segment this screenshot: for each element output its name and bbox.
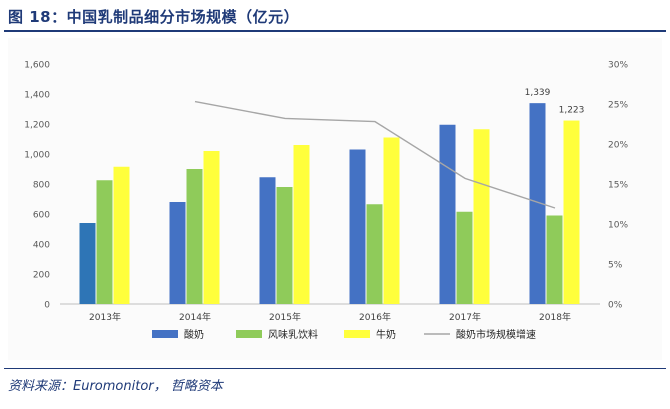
x-tick-label: 2016年 [359,311,391,323]
figure-title: 图 18：中国乳制品细分市场规模（亿元） [8,8,300,26]
data-label: 1,339 [525,88,551,98]
bar-2018年-风味乳饮料 [546,215,563,304]
y-left-tick-label: 1,000 [24,151,50,161]
y-left-tick-label: 200 [33,271,50,281]
bar-2015年-酸奶 [259,177,276,304]
y-left-tick-label: 1,600 [24,61,50,71]
y-left-tick-label: 0 [44,301,50,311]
bar-2015年-风味乳饮料 [276,187,293,304]
bar-2017年-风味乳饮料 [456,211,473,304]
legend-label: 风味乳饮料 [268,328,318,341]
bar-2013年-风味乳饮料 [96,180,113,304]
legend-label: 酸奶市场规模增速 [456,328,536,341]
source-rule [4,368,666,369]
bar-2017年-酸奶 [439,124,456,304]
y-left-tick-label: 800 [33,181,50,191]
bar-2016年-酸奶 [349,149,366,304]
legend-swatch [344,330,370,338]
x-tick-label: 2018年 [539,311,571,323]
data-label: 1,223 [559,106,585,116]
source-note: 资料来源：Euromonitor， 哲略资本 [8,379,223,394]
x-tick-label: 2015年 [269,311,301,323]
y-right-tick-label: 15% [608,181,628,191]
bar-2016年-牛奶 [383,137,400,304]
bar-2015年-牛奶 [293,145,310,304]
legend-swatch [236,330,262,338]
bar-2013年-酸奶 [79,223,96,304]
x-tick-label: 2017年 [449,311,481,323]
y-left-tick-label: 1,200 [24,121,50,131]
bar-2014年-酸奶 [169,202,186,304]
y-right-tick-label: 0% [608,301,623,311]
y-left-tick-label: 1,400 [24,91,50,101]
bar-2018年-牛奶 [563,120,580,304]
title-rule [4,30,666,32]
y-right-tick-label: 30% [608,61,628,71]
bar-2018年-酸奶 [529,103,546,305]
bar-2014年-牛奶 [203,151,220,304]
bar-2014年-风味乳饮料 [186,169,203,304]
bar-2016年-风味乳饮料 [366,204,383,304]
bar-2013年-牛奶 [113,166,130,304]
y-right-tick-label: 5% [608,261,623,271]
y-right-tick-label: 25% [608,101,628,111]
y-right-tick-label: 20% [608,141,628,151]
growth-line [194,100,556,209]
legend-label: 酸奶 [184,328,204,341]
x-tick-label: 2014年 [179,311,211,323]
y-left-tick-label: 600 [33,211,50,221]
bar-2017年-牛奶 [473,129,490,304]
y-right-tick-label: 10% [608,221,628,231]
legend-label: 牛奶 [376,328,396,341]
y-left-tick-label: 400 [33,241,50,251]
legend-swatch [152,330,178,338]
x-tick-label: 2013年 [89,311,121,323]
